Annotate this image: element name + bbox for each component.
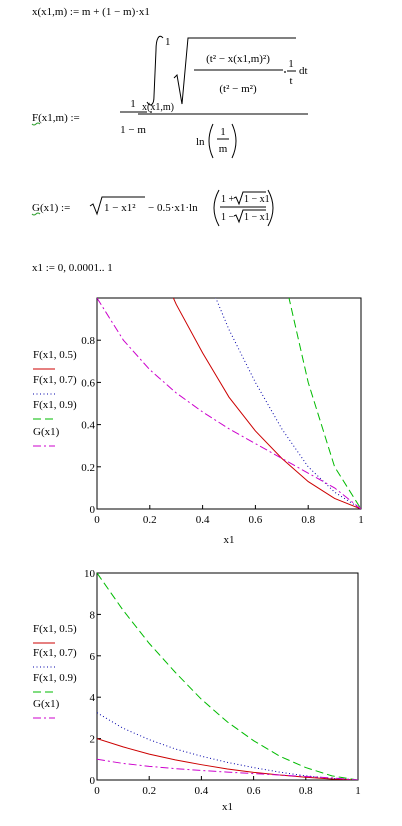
paren [267, 189, 274, 227]
y-tick-label: 0 [90, 504, 96, 516]
legend-label: F(x1, 0.9) [33, 399, 77, 411]
inv-den: t [289, 75, 292, 87]
g-num-a: 1 + [221, 194, 235, 205]
series-line [97, 298, 361, 509]
y-tick-label: 8 [90, 609, 96, 621]
y-tick-label: 10 [84, 568, 96, 580]
series-line [97, 738, 358, 780]
legend-label: F(x1, 0.7) [33, 647, 77, 659]
series-line [288, 298, 361, 509]
x-tick-label: 0.6 [247, 785, 261, 797]
dot [284, 71, 286, 73]
paren [231, 123, 237, 159]
g-den-b: 1 − x1 [244, 212, 270, 223]
sqrt-sign [89, 196, 145, 216]
legend-label: F(x1, 0.5) [33, 623, 77, 635]
legend-label: F(x1, 0.7) [33, 374, 77, 386]
series-line [97, 712, 358, 780]
plot-frame [96, 572, 359, 781]
dt: dt [299, 65, 308, 77]
sqrt-sign [173, 37, 296, 105]
coef-num: 1 [130, 98, 136, 110]
g-lhs: G(x1) := [32, 202, 70, 214]
g-mid: − 0.5·x1·ln [148, 202, 198, 214]
range-definition: x1 := 0, 0.0001.. 1 [32, 262, 113, 274]
x-tick-label: 1 [358, 514, 364, 526]
y-tick-label: 0.2 [81, 462, 95, 474]
x-tick-label: 0 [94, 514, 100, 526]
upper-limit: 1 [165, 36, 171, 48]
paren [208, 123, 214, 159]
g-num-b: 1 − x1 [244, 194, 270, 205]
f-lhs: F(x1,m) := [32, 112, 80, 124]
y-tick-label: 0.4 [81, 420, 95, 432]
x-definition: x(x1,m) := m + (1 − m)·x1 [32, 6, 150, 18]
squiggle [31, 212, 41, 216]
y-tick-label: 2 [90, 734, 96, 746]
squiggle [31, 122, 41, 126]
legend-label: F(x1, 0.5) [33, 349, 77, 361]
y-tick-label: 0.6 [81, 377, 95, 389]
x-axis-label: x1 [224, 534, 235, 546]
x-tick-label: 0.8 [299, 785, 313, 797]
legend-label: G(x1) [33, 426, 60, 438]
plot-frame [96, 297, 362, 510]
x-tick-label: 0.4 [196, 514, 210, 526]
x-tick-label: 0 [94, 785, 100, 797]
series-line [97, 573, 358, 780]
x-axis-label: x1 [222, 801, 233, 813]
series-line [172, 298, 361, 509]
integral-sign [146, 35, 164, 106]
g-root: 1 − x1² [104, 202, 136, 214]
series-line [97, 758, 358, 780]
x-tick-label: 0.6 [249, 514, 263, 526]
x-tick-label: 0.2 [143, 514, 157, 526]
y-tick-label: 0 [90, 775, 96, 787]
y-tick-label: 4 [90, 692, 96, 704]
paren [213, 189, 220, 227]
sqrt-sign [233, 191, 266, 206]
ln: ln [196, 136, 205, 148]
legend-label: F(x1, 0.9) [33, 672, 77, 684]
coef-den: 1 − m [120, 124, 146, 136]
x-tick-label: 1 [355, 785, 361, 797]
x-tick-label: 0.8 [301, 514, 315, 526]
y-tick-label: 0.8 [81, 335, 95, 347]
inv-num: 1 [288, 58, 294, 70]
lower-limit: x(x1,m) [142, 102, 174, 113]
ln-num: 1 [220, 126, 226, 138]
x-tick-label: 0.4 [195, 785, 209, 797]
sqrt-sign [233, 209, 266, 224]
legend-label: G(x1) [33, 698, 60, 710]
y-tick-label: 6 [90, 651, 96, 663]
num: (t² − x(x1,m)²) [206, 53, 270, 65]
dot [150, 111, 152, 113]
ln-den: m [219, 143, 228, 155]
series-line [215, 298, 361, 509]
g-den-a: 1 − [221, 212, 235, 223]
x-tick-label: 0.2 [142, 785, 156, 797]
den: (t² − m²) [219, 83, 257, 95]
